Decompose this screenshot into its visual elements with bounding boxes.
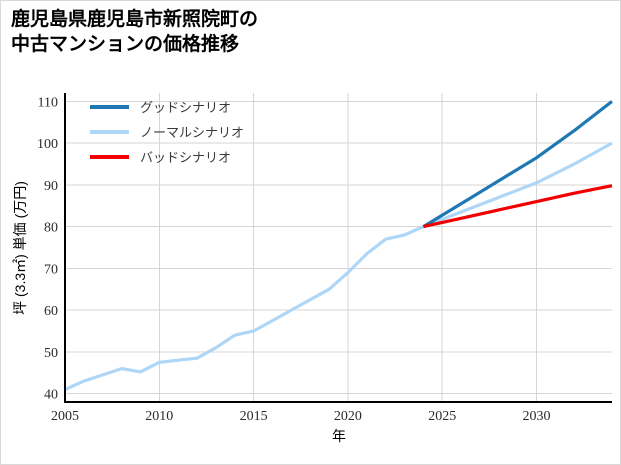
legend-label: グッドシナリオ [140,100,231,115]
data-series-layer [64,100,613,391]
y-tick-label: 50 [44,346,58,361]
x-axis-title: 年 [332,428,346,444]
legend-label: バッドシナリオ [140,150,231,165]
y-tick-label: 70 [44,262,58,277]
y-tick-label: 40 [44,388,58,403]
x-tick-label: 2010 [145,409,173,424]
y-tick-label: 60 [44,304,58,319]
y-tick-label: 110 [38,95,58,110]
legend-label: ノーマルシナリオ [140,125,244,140]
series-line-バッドシナリオ [423,184,613,229]
x-tick-label: 2015 [240,409,268,424]
series-line-グッドシナリオ [422,100,613,228]
x-tick-label: 2025 [428,409,456,424]
axis-lines [63,93,612,404]
y-tick-label: 90 [44,179,58,194]
y-tick-label: 100 [37,137,58,152]
chart-title: 鹿児島県鹿児島市新照院町の 中古マンションの価格推移 [11,9,259,56]
gridlines [64,93,612,402]
y-tick-label: 80 [44,221,58,236]
x-tick-label: 2030 [523,409,551,424]
y-tick-labels: 40 50 60 70 80 90 100 110 [37,95,58,402]
series-line-ノーマルシナリオ [64,141,613,391]
x-tick-label: 2020 [334,409,362,424]
x-tick-label: 2005 [51,409,79,424]
x-tick-labels: 2005 2010 2015 2020 2025 2030 [51,409,551,424]
y-axis-title: 坪 (3.3㎡) 単価 (万円) [12,181,28,315]
